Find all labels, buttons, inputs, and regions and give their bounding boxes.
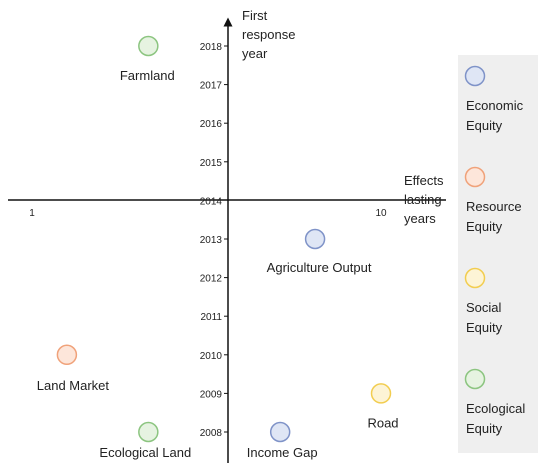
legend: Economic Equity Resource Equity Social Equity… bbox=[458, 55, 538, 453]
legend-label-social-equity: Equity bbox=[466, 320, 503, 335]
point-label-income-gap: Income Gap bbox=[247, 445, 318, 460]
y-tick-label: 2018 bbox=[200, 42, 223, 53]
y-tick-label: 2010 bbox=[200, 351, 223, 362]
y-tick-label: 2011 bbox=[200, 312, 222, 323]
legend-label-economic-equity: Economic bbox=[466, 98, 524, 113]
legend-panel bbox=[458, 55, 538, 453]
point-marker-farmland bbox=[138, 35, 159, 57]
x-tick-label: 1 bbox=[29, 208, 35, 219]
legend-label-resource-equity: Equity bbox=[466, 219, 503, 234]
y-tick-label: 2014 bbox=[200, 196, 223, 207]
legend-marker-ecological-equity bbox=[464, 368, 486, 390]
point-label-land-market: Land Market bbox=[37, 378, 110, 393]
point-marker-land-market bbox=[56, 344, 78, 366]
point-farmland: Farmland bbox=[120, 35, 175, 83]
x-axis-title: Effects bbox=[404, 173, 444, 188]
x-tick-label: 10 bbox=[375, 208, 387, 219]
legend-marker-economic-equity bbox=[464, 65, 486, 87]
legend-label-social-equity: Social bbox=[466, 300, 502, 315]
y-axis-title: year bbox=[242, 46, 268, 61]
y-tick-label: 2016 bbox=[200, 119, 223, 130]
point-marker-road bbox=[370, 383, 392, 404]
legend-marker-social-equity bbox=[464, 267, 486, 289]
point-agriculture-output: Agriculture Output bbox=[267, 228, 372, 275]
point-ecological-land: Ecological Land bbox=[99, 421, 191, 460]
y-tick-label: 2012 bbox=[200, 274, 223, 285]
point-label-farmland: Farmland bbox=[120, 68, 175, 83]
y-tick-label: 2015 bbox=[200, 158, 223, 169]
legend-label-ecological-equity: Equity bbox=[466, 421, 503, 436]
axes: 2008 2009 2010 2011 2012 2013 2014 2015 2016 2017… bbox=[8, 8, 446, 463]
legend-label-resource-equity: Resource bbox=[466, 199, 522, 214]
point-marker-ecological-land bbox=[138, 421, 159, 443]
point-label-ecological-land: Ecological Land bbox=[99, 445, 191, 460]
y-tick-label: 2017 bbox=[200, 81, 223, 92]
legend-label-ecological-equity: Ecological bbox=[466, 401, 525, 416]
point-marker-agriculture-output bbox=[304, 228, 326, 250]
y-axis-title: response bbox=[242, 27, 295, 42]
x-axis-title: lasting bbox=[404, 192, 442, 207]
x-axis-title: years bbox=[404, 211, 436, 226]
data-points: Farmland Agriculture Output Land Market Roa… bbox=[37, 35, 399, 460]
legend-marker-resource-equity bbox=[464, 166, 486, 188]
point-income-gap: Income Gap bbox=[247, 421, 318, 460]
point-land-market: Land Market bbox=[37, 344, 110, 393]
point-label-road: Road bbox=[367, 415, 398, 430]
point-label-agriculture-output: Agriculture Output bbox=[267, 260, 372, 275]
point-road: Road bbox=[367, 383, 399, 430]
y-tick-label: 2009 bbox=[200, 389, 223, 400]
legend-label-economic-equity: Equity bbox=[466, 118, 503, 133]
y-tick-label: 2008 bbox=[200, 428, 223, 439]
point-marker-income-gap bbox=[269, 421, 291, 443]
y-axis-title: First bbox=[242, 8, 268, 23]
y-tick-label: 2013 bbox=[200, 235, 223, 246]
